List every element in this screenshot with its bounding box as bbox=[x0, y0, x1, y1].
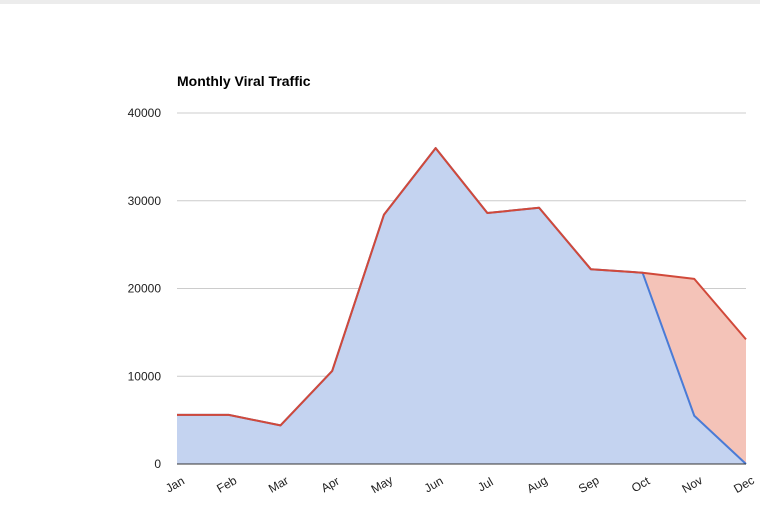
x-tick-label: Apr bbox=[319, 474, 342, 495]
x-tick-label: Sep bbox=[576, 473, 602, 496]
series-line-2 bbox=[177, 147, 747, 427]
line-series bbox=[177, 147, 747, 465]
x-tick-label: Jul bbox=[475, 475, 495, 495]
chart-title: Monthly Viral Traffic bbox=[177, 73, 311, 89]
x-tick-label: Jun bbox=[422, 474, 446, 496]
x-tick-label: Feb bbox=[214, 473, 239, 496]
x-axis-ticks: Jan Feb Mar Apr May Jun Jul Aug Sep Oct Nov Dec bbox=[163, 473, 757, 496]
y-tick-label: 10000 bbox=[128, 369, 162, 383]
x-tick-label: Oct bbox=[629, 473, 653, 495]
y-tick-label: 20000 bbox=[128, 282, 162, 296]
area-series bbox=[177, 148, 746, 464]
y-tick-label: 0 bbox=[154, 457, 161, 471]
x-tick-label: Nov bbox=[680, 473, 705, 496]
top-divider bbox=[0, 0, 760, 4]
x-tick-label: Dec bbox=[731, 473, 756, 496]
x-tick-label: May bbox=[369, 473, 396, 496]
y-tick-label: 40000 bbox=[128, 106, 162, 120]
y-tick-label: 30000 bbox=[128, 194, 162, 208]
y-axis-ticks: 0 10000 20000 30000 40000 bbox=[128, 106, 162, 471]
x-tick-label: Aug bbox=[524, 473, 549, 496]
x-tick-label: Jan bbox=[163, 474, 187, 496]
x-tick-label: Mar bbox=[266, 473, 291, 495]
